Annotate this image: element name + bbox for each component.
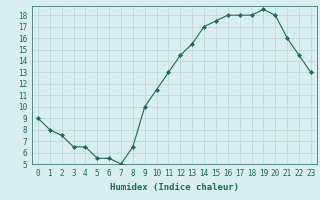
- X-axis label: Humidex (Indice chaleur): Humidex (Indice chaleur): [110, 183, 239, 192]
